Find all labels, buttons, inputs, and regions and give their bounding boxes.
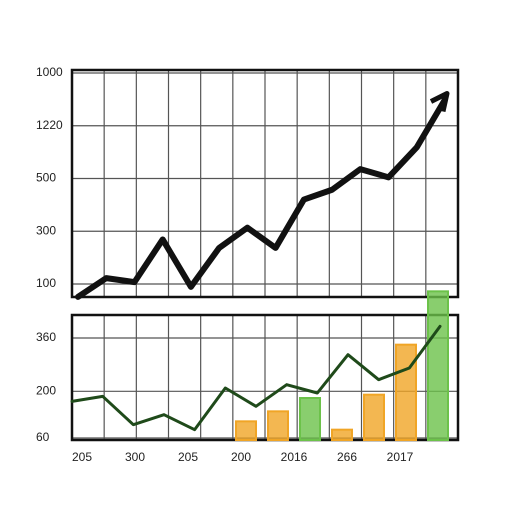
bar: [395, 343, 417, 441]
x-tick-label: 200: [231, 450, 251, 464]
y-tick-label: 100: [36, 276, 56, 290]
y-tick-label: 300: [36, 223, 56, 237]
arrow-head: [429, 90, 450, 113]
bar: [235, 420, 257, 442]
line: [75, 96, 448, 300]
bar: [299, 397, 321, 441]
y-tick-label: 1000: [36, 65, 63, 79]
line: [70, 324, 442, 432]
y-tick-label: 200: [36, 384, 56, 398]
y-tick-label: 60: [36, 430, 50, 444]
y-tick-label: 500: [36, 171, 56, 185]
y-tick-label: 360: [36, 330, 56, 344]
bar: [363, 393, 385, 441]
x-tick-label: 266: [337, 450, 357, 464]
bar: [331, 428, 353, 441]
plot-frame: [70, 68, 460, 299]
plot-frame: [70, 313, 460, 442]
y-tick-label: 1220: [36, 118, 63, 132]
x-tick-label: 205: [178, 450, 198, 464]
x-tick-label: 205: [72, 450, 92, 464]
x-tick-label: 2016: [281, 450, 308, 464]
bar: [267, 410, 289, 442]
x-tick-label: 300: [125, 450, 145, 464]
x-tick-label: 2017: [387, 450, 414, 464]
bar: [427, 290, 449, 442]
